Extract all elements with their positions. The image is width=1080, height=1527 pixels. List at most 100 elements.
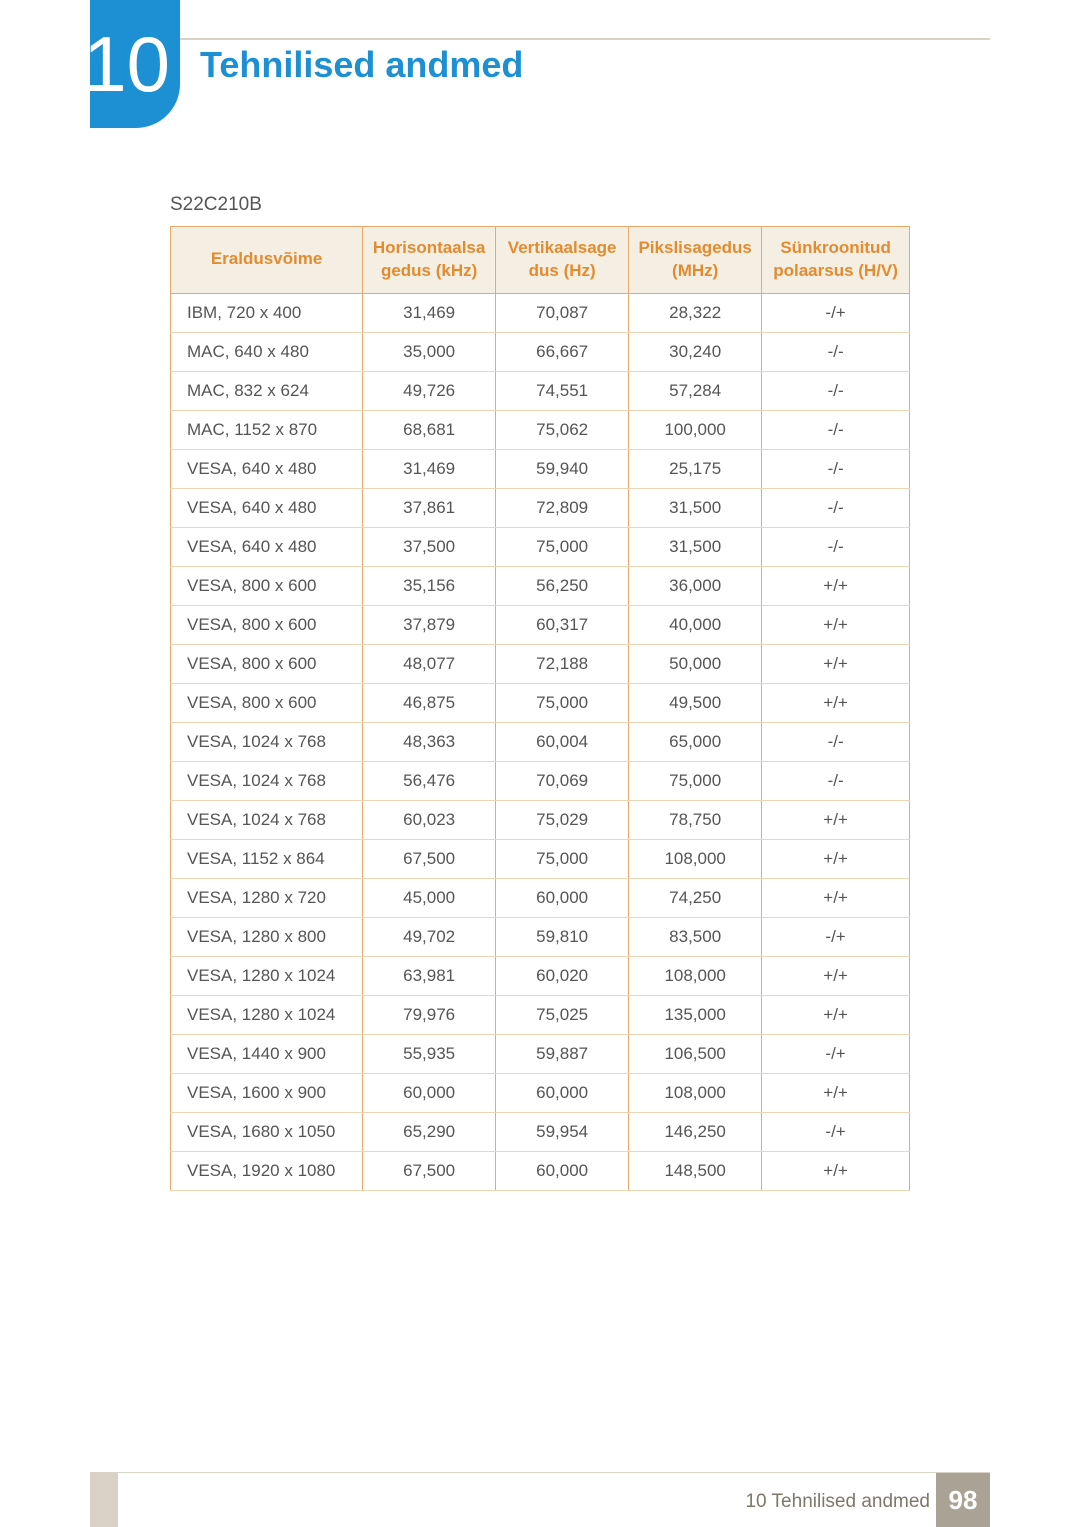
table-cell: 60,000	[496, 878, 629, 917]
table-row: VESA, 1280 x 102479,97675,025135,000+/+	[171, 995, 910, 1034]
table-cell: 70,069	[496, 761, 629, 800]
table-cell: 59,954	[496, 1112, 629, 1151]
page: 10 Tehnilised andmed S22C210B Eraldusvõi…	[0, 0, 1080, 1527]
table-cell: 66,667	[496, 332, 629, 371]
table-cell: -/-	[762, 332, 910, 371]
table-cell: MAC, 832 x 624	[171, 371, 363, 410]
spec-table-wrap: EraldusvõimeHorisontaalsagedus (kHz)Vert…	[170, 226, 910, 1191]
table-cell: 31,500	[629, 488, 762, 527]
table-row: VESA, 1440 x 90055,93559,887106,500-/+	[171, 1034, 910, 1073]
table-cell: 75,000	[496, 527, 629, 566]
table-header-cell: Vertikaalsagedus (Hz)	[496, 227, 629, 294]
table-cell: VESA, 800 x 600	[171, 566, 363, 605]
table-cell: 75,000	[496, 839, 629, 878]
table-cell: 108,000	[629, 1073, 762, 1112]
spec-table-body: IBM, 720 x 40031,46970,08728,322-/+MAC, …	[171, 293, 910, 1190]
spec-table-head: EraldusvõimeHorisontaalsagedus (kHz)Vert…	[171, 227, 910, 294]
table-cell: -/-	[762, 722, 910, 761]
table-cell: VESA, 1152 x 864	[171, 839, 363, 878]
table-cell: VESA, 1280 x 1024	[171, 956, 363, 995]
table-cell: MAC, 640 x 480	[171, 332, 363, 371]
table-cell: +/+	[762, 1151, 910, 1190]
table-cell: 108,000	[629, 839, 762, 878]
table-row: VESA, 640 x 48037,86172,80931,500-/-	[171, 488, 910, 527]
table-row: VESA, 1680 x 105065,29059,954146,250-/+	[171, 1112, 910, 1151]
footer-page-number: 98	[936, 1473, 990, 1527]
table-cell: VESA, 1280 x 720	[171, 878, 363, 917]
table-cell: VESA, 1024 x 768	[171, 761, 363, 800]
spec-table: EraldusvõimeHorisontaalsagedus (kHz)Vert…	[170, 226, 910, 1191]
table-cell: VESA, 1024 x 768	[171, 800, 363, 839]
table-cell: -/-	[762, 449, 910, 488]
table-row: VESA, 1024 x 76848,36360,00465,000-/-	[171, 722, 910, 761]
table-row: MAC, 640 x 48035,00066,66730,240-/-	[171, 332, 910, 371]
table-cell: 79,976	[363, 995, 496, 1034]
top-rule	[90, 38, 990, 40]
table-header-cell: Pikslisagedus(MHz)	[629, 227, 762, 294]
table-cell: -/+	[762, 1112, 910, 1151]
table-cell: 146,250	[629, 1112, 762, 1151]
table-cell: VESA, 1600 x 900	[171, 1073, 363, 1112]
table-cell: 108,000	[629, 956, 762, 995]
table-cell: MAC, 1152 x 870	[171, 410, 363, 449]
table-cell: VESA, 1024 x 768	[171, 722, 363, 761]
table-cell: 28,322	[629, 293, 762, 332]
table-cell: 78,750	[629, 800, 762, 839]
table-cell: +/+	[762, 839, 910, 878]
table-cell: 72,809	[496, 488, 629, 527]
table-cell: VESA, 800 x 600	[171, 683, 363, 722]
table-row: IBM, 720 x 40031,46970,08728,322-/+	[171, 293, 910, 332]
table-row: VESA, 640 x 48037,50075,00031,500-/-	[171, 527, 910, 566]
table-cell: 60,000	[363, 1073, 496, 1112]
table-row: MAC, 1152 x 87068,68175,062100,000-/-	[171, 410, 910, 449]
table-cell: -/+	[762, 917, 910, 956]
table-cell: 31,469	[363, 449, 496, 488]
table-cell: 60,000	[496, 1073, 629, 1112]
table-row: VESA, 800 x 60046,87575,00049,500+/+	[171, 683, 910, 722]
table-cell: 59,887	[496, 1034, 629, 1073]
table-cell: 67,500	[363, 1151, 496, 1190]
table-row: VESA, 800 x 60037,87960,31740,000+/+	[171, 605, 910, 644]
table-row: VESA, 1280 x 80049,70259,81083,500-/+	[171, 917, 910, 956]
table-row: VESA, 800 x 60048,07772,18850,000+/+	[171, 644, 910, 683]
table-cell: 56,476	[363, 761, 496, 800]
table-row: VESA, 1152 x 86467,50075,000108,000+/+	[171, 839, 910, 878]
table-cell: 56,250	[496, 566, 629, 605]
table-cell: VESA, 800 x 600	[171, 605, 363, 644]
table-cell: +/+	[762, 878, 910, 917]
model-label: S22C210B	[170, 194, 262, 216]
table-cell: 40,000	[629, 605, 762, 644]
table-cell: 74,250	[629, 878, 762, 917]
table-cell: 30,240	[629, 332, 762, 371]
table-cell: +/+	[762, 644, 910, 683]
table-cell: +/+	[762, 1073, 910, 1112]
table-cell: 37,500	[363, 527, 496, 566]
table-cell: 60,000	[496, 1151, 629, 1190]
table-header-cell: Horisontaalsagedus (kHz)	[363, 227, 496, 294]
table-cell: 45,000	[363, 878, 496, 917]
table-cell: 68,681	[363, 410, 496, 449]
table-cell: 70,087	[496, 293, 629, 332]
table-cell: 49,500	[629, 683, 762, 722]
table-row: VESA, 1600 x 90060,00060,000108,000+/+	[171, 1073, 910, 1112]
table-row: VESA, 1920 x 108067,50060,000148,500+/+	[171, 1151, 910, 1190]
table-cell: 31,500	[629, 527, 762, 566]
table-row: VESA, 1280 x 72045,00060,00074,250+/+	[171, 878, 910, 917]
table-cell: -/-	[762, 371, 910, 410]
table-cell: 55,935	[363, 1034, 496, 1073]
table-cell: 60,020	[496, 956, 629, 995]
table-cell: +/+	[762, 683, 910, 722]
page-number: 98	[949, 1485, 978, 1516]
table-cell: VESA, 800 x 600	[171, 644, 363, 683]
table-cell: 57,284	[629, 371, 762, 410]
table-cell: 48,077	[363, 644, 496, 683]
table-cell: 148,500	[629, 1151, 762, 1190]
footer-label: 10 Tehnilised andmed	[745, 1491, 930, 1513]
table-cell: VESA, 1680 x 1050	[171, 1112, 363, 1151]
table-cell: IBM, 720 x 400	[171, 293, 363, 332]
table-cell: -/-	[762, 761, 910, 800]
table-cell: -/-	[762, 410, 910, 449]
table-cell: VESA, 640 x 480	[171, 488, 363, 527]
table-row: MAC, 832 x 62449,72674,55157,284-/-	[171, 371, 910, 410]
chapter-number: 10	[83, 25, 170, 103]
